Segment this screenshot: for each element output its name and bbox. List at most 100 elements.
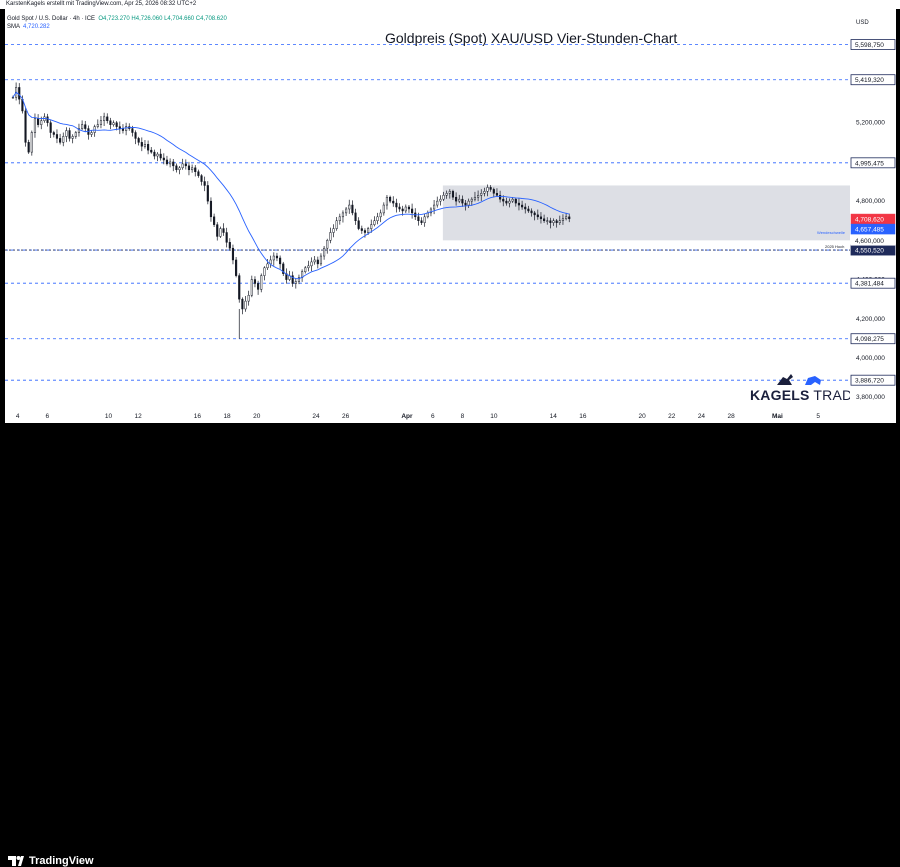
candle-body [417,216,420,221]
candle-body [517,202,521,206]
candle-body [266,263,269,269]
candle-body [134,132,137,139]
candle-body [103,116,106,122]
candle-body [71,136,74,139]
candle-body [539,216,543,220]
candle-body [235,259,238,276]
candle-body [165,159,169,165]
candle-body [499,195,502,200]
x-tick-label: 20 [639,413,647,420]
candle-body [445,193,448,196]
candle-body [398,206,401,210]
candle-body [49,122,52,133]
candle-body [411,208,414,214]
candle-body [483,191,486,194]
candle-body [112,122,115,125]
candle-body [360,228,363,231]
candle-body [231,247,235,261]
level-badge [850,39,896,50]
brand-bold: KAGELS [750,387,810,403]
candle-body [68,130,71,139]
candle-body [323,247,326,257]
candle-body [492,189,495,194]
candle-body [250,279,253,296]
candle-body [213,216,216,225]
candle-body [244,300,247,310]
plot-area[interactable]: 2025 Hoch Wendeschwelle Gold Spot / U.S. … [5,9,850,407]
candle-body [156,153,159,157]
footer-bar: TradingView [0,423,900,867]
candle-body [203,181,206,186]
candle-body [297,277,301,282]
candle-body [480,193,483,196]
tv-logo-text: TradingView [29,855,94,867]
candle-body [461,198,464,204]
y-tick-label: 5,200,000 [856,120,885,127]
candle-body [238,275,241,300]
consolidation-zone [442,185,850,241]
level-badge-label: 3,886,720 [855,378,884,385]
price-axis-svg[interactable]: USD 5,200,0004,800,0004,600,0004,400,000… [850,9,896,423]
credit-line: KarstenKagels erstellt mit TradingView.c… [6,1,197,7]
candle-body [442,195,445,200]
candle-body [332,228,335,233]
candle-body [310,261,313,267]
chart-svg[interactable]: 2025 Hoch Wendeschwelle [5,9,850,407]
chart-title: Goldpreis (Spot) XAU/USD Vier-Stunden-Ch… [385,30,678,46]
candle-body [477,195,480,198]
candle-body [385,196,389,206]
candle-body [524,206,527,210]
brand-wordmark: KAGELS TRADING [750,387,850,403]
candle-body [11,96,15,99]
candle-body [555,220,558,223]
y-tick-label: 3,800,000 [856,394,885,401]
candle-body [370,224,373,229]
time-axis[interactable]: 4 6 10 12 16 18 20 24 26 Apr 6 8 10 14 16 20 22 24 28 Mai 5 [5,407,850,423]
tradingview-logo[interactable]: TradingView [8,855,94,867]
candle-body [62,136,65,143]
candle-body [464,202,467,206]
x-tick-label: 5 [816,413,820,420]
candle-body [379,212,382,218]
candle-body [363,230,367,233]
candle-body [162,157,165,161]
candle-body [206,185,209,202]
candle-body [401,208,404,212]
candle-body [552,220,555,223]
x-tick-label: 16 [194,413,202,420]
level-badge [850,333,896,345]
level-badge [850,74,896,86]
candle-body [93,126,96,133]
candle-body [354,212,357,221]
candle-body [228,242,231,249]
candle-body [348,204,351,210]
candle-body [219,228,222,237]
time-axis-svg[interactable]: 4 6 10 12 16 18 20 24 26 Apr 6 8 10 14 16 20 22 24 28 Mai 5 [5,407,850,423]
candle-body [191,167,194,171]
price-tag-label: 4,600,000 [855,238,884,245]
x-tick-label: 12 [134,413,142,420]
candle-body [121,128,125,131]
x-tick-label: 24 [312,413,320,420]
candle-body [495,193,499,196]
candle-body [473,196,477,200]
candle-body [77,128,81,133]
candle-body [568,216,571,220]
price-axis[interactable]: USD 5,200,0004,800,0004,600,0004,400,000… [850,9,896,423]
legend-ohlc: O4,723.270 H4,726.060 L4,704.660 C4,708.… [98,16,227,22]
candle-body [90,132,93,135]
price-tag [850,235,896,246]
candle-body [357,220,360,229]
x-tick-label: 14 [550,413,558,420]
candle-body [137,138,140,143]
level-badge-label: 4,381,484 [855,281,884,288]
candle-body [420,220,423,223]
candle-body [187,165,191,171]
candle-body [304,267,307,272]
x-tick-label: 22 [668,413,676,420]
candle-body [140,142,143,147]
level-badge [850,277,896,289]
candle-body [319,255,323,265]
candle-body [109,120,112,125]
candle-body [59,138,62,143]
